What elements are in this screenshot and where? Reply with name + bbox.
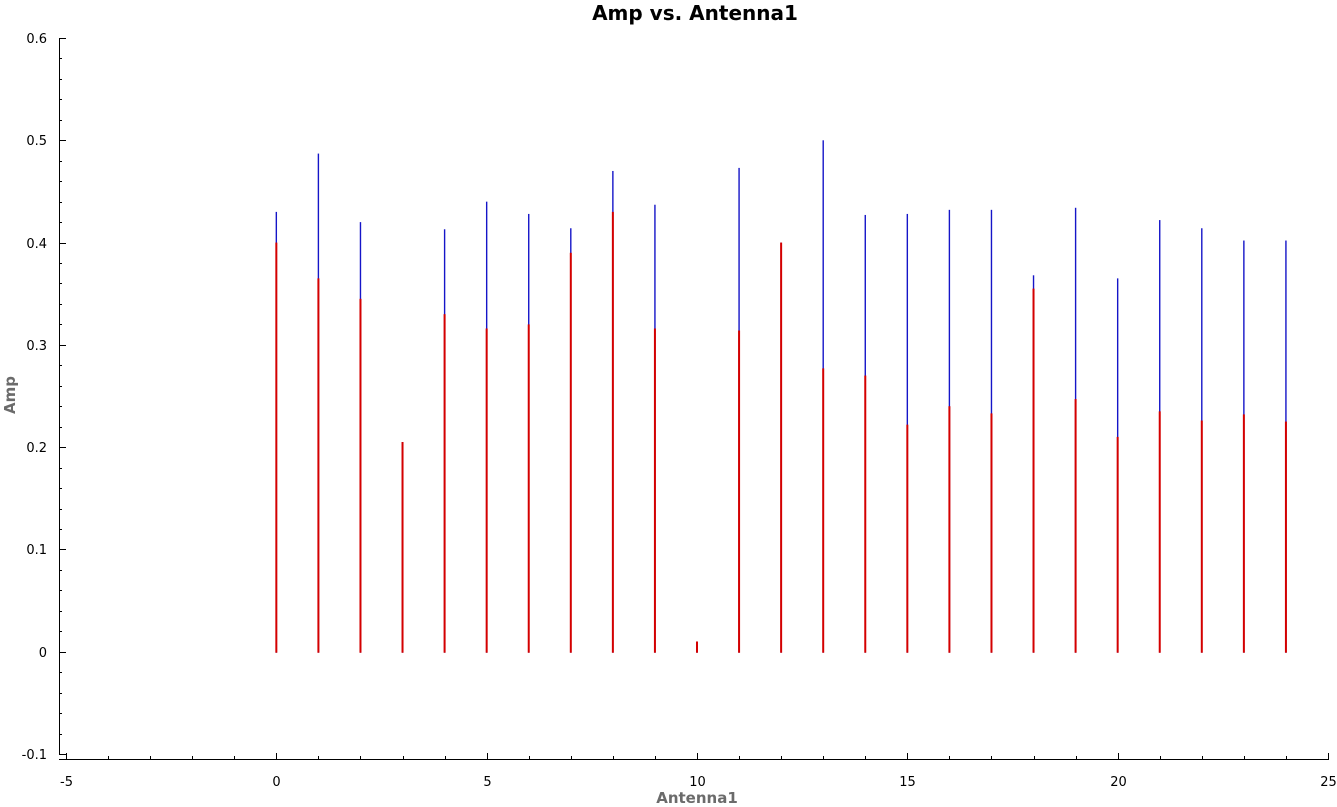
- red-points-antenna-6: [527, 324, 530, 653]
- y-axis: -0.1 0 0.1 0.2 0.3 0.4 0.5 0.6: [22, 32, 66, 763]
- x-tick-label: 10: [689, 775, 706, 790]
- red-points-antenna-23: [1242, 414, 1245, 653]
- red-points-antenna-7: [569, 252, 572, 653]
- x-tick-label: -5: [60, 775, 73, 790]
- chart-title: Amp vs. Antenna1: [592, 1, 798, 25]
- red-points-antenna-3: [401, 442, 404, 653]
- y-tick-label: 0.4: [26, 237, 47, 252]
- red-points-antenna-16: [948, 406, 951, 653]
- y-tick-label: 0: [39, 646, 47, 661]
- x-axis: -5 0 5 10 15 20 25: [59, 753, 1337, 790]
- red-points-antenna-22: [1200, 420, 1203, 653]
- red-points-antenna-12: [780, 242, 783, 653]
- red-points-antenna-15: [906, 424, 909, 653]
- y-tick-label: -0.1: [22, 748, 47, 763]
- red-points-antenna-8: [611, 211, 614, 653]
- x-tick-label: 25: [1320, 775, 1337, 790]
- red-points-antenna-14: [864, 375, 867, 653]
- x-tick-label: 15: [899, 775, 916, 790]
- x-axis-title: Antenna1: [656, 789, 738, 807]
- red-points-antenna-10: [696, 641, 698, 653]
- y-tick-label: 0.5: [26, 134, 47, 149]
- plot-area: [275, 140, 1287, 653]
- red-points-antenna-0: [275, 242, 278, 653]
- x-tick-label: 5: [483, 775, 491, 790]
- red-points-antenna-17: [990, 413, 993, 653]
- red-points-antenna-5: [485, 328, 488, 653]
- y-axis-title: Amp: [1, 376, 19, 414]
- red-points-antenna-4: [443, 314, 446, 653]
- y-tick-label: 0.2: [26, 441, 47, 456]
- red-points-antenna-13: [822, 368, 825, 653]
- red-points-antenna-1: [317, 278, 320, 653]
- red-points-antenna-24: [1284, 421, 1287, 653]
- red-points-antenna-18: [1032, 288, 1035, 653]
- y-tick-label: 0.3: [26, 339, 47, 354]
- red-points-antenna-9: [653, 328, 656, 653]
- red-points-antenna-20: [1116, 436, 1119, 653]
- y-tick-label: 0.1: [26, 543, 47, 558]
- y-tick-label: 0.6: [26, 32, 47, 47]
- red-points-antenna-19: [1074, 399, 1077, 653]
- x-tick-label: 20: [1110, 775, 1127, 790]
- red-points-antenna-11: [738, 330, 741, 653]
- x-tick-label: 0: [272, 775, 280, 790]
- red-points-antenna-21: [1158, 411, 1161, 653]
- red-points-antenna-2: [359, 298, 362, 653]
